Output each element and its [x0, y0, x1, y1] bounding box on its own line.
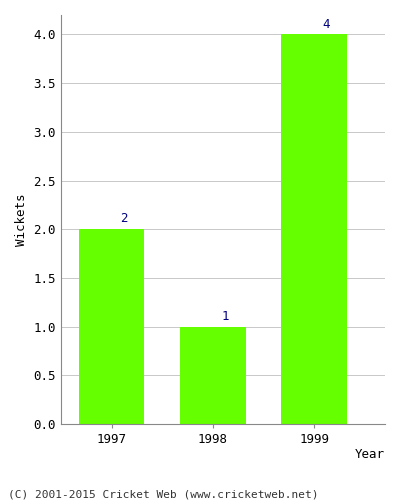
- Y-axis label: Wickets: Wickets: [15, 193, 28, 246]
- Bar: [180, 326, 246, 424]
- Text: 1: 1: [221, 310, 229, 322]
- Bar: [79, 229, 144, 424]
- Text: 2: 2: [120, 212, 128, 226]
- Bar: [281, 34, 347, 424]
- Text: 4: 4: [322, 18, 330, 30]
- Text: (C) 2001-2015 Cricket Web (www.cricketweb.net): (C) 2001-2015 Cricket Web (www.cricketwe…: [8, 490, 318, 500]
- Text: Year: Year: [355, 448, 385, 462]
